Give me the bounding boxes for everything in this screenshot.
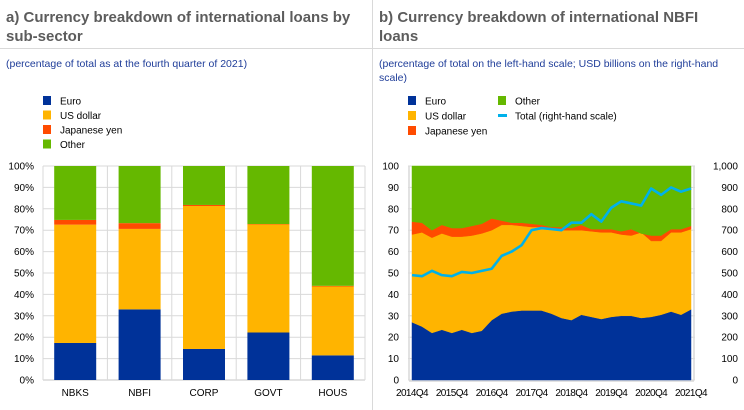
y-tick-label-right: 300 xyxy=(721,311,738,322)
x-tick-label: 2016Q4 xyxy=(476,388,509,399)
chart-a-plot: Euro US dollar Japanese yen Other 0% 10% 20% 30… xyxy=(8,96,366,399)
legend-swatch-euro xyxy=(408,96,416,105)
y-tick-label-left: 40 xyxy=(388,290,400,301)
bar-us_dollar-corp xyxy=(183,206,225,349)
legend-swatch-us_dollar xyxy=(43,110,51,120)
bar-other-nbks xyxy=(54,166,97,220)
y-tick-label: 10% xyxy=(14,354,34,365)
legend-swatch-euro xyxy=(43,96,51,105)
y-tick-label-right: 100 xyxy=(721,354,738,365)
y-tick-label: 50% xyxy=(14,269,34,280)
bar-euro-govt xyxy=(247,332,290,380)
x-tick-label: GOVT xyxy=(254,388,282,399)
y-tick-label-right: 0 xyxy=(732,376,738,387)
chart-b-plot: Euro US dollar Japanese yen Other Total (rig… xyxy=(382,96,738,399)
x-tick-label: 2020Q4 xyxy=(635,388,668,399)
x-tick-label: HOUS xyxy=(318,388,347,399)
x-tick-label: CORP xyxy=(190,388,219,399)
x-tick-label: NBFI xyxy=(128,388,151,399)
y-tick-label-right: 1,000 xyxy=(713,162,738,173)
bar-japanese_yen-corp xyxy=(183,204,225,207)
title-divider xyxy=(373,48,744,49)
bar-euro-nbks xyxy=(54,342,97,380)
bar-us_dollar-nbks xyxy=(54,224,97,343)
legend-swatch-other xyxy=(43,139,51,149)
bar-japanese_yen-nbfi xyxy=(118,223,161,229)
y-tick-label-right: 700 xyxy=(721,226,738,237)
y-tick-label-right: 800 xyxy=(721,204,738,215)
area-other xyxy=(411,165,692,236)
bar-euro-nbfi xyxy=(118,309,161,380)
y-tick-label-left: 30 xyxy=(388,311,400,322)
legend-label-us_dollar: US dollar xyxy=(425,112,467,123)
bar-other-hous xyxy=(311,166,354,286)
legend-label-japanese_yen: Japanese yen xyxy=(425,127,487,138)
legend-label-us_dollar: US dollar xyxy=(60,111,102,122)
chart-a-subtitle: (percentage of total as at the fourth qu… xyxy=(6,58,248,70)
bar-euro-hous xyxy=(311,355,354,380)
chart-a-title: a) Currency breakdown of international l… xyxy=(6,9,351,45)
y-tick-label-left: 80 xyxy=(388,204,400,215)
y-tick-label-left: 20 xyxy=(388,333,400,344)
x-tick-label: 2017Q4 xyxy=(516,388,549,399)
legend-swatch-total xyxy=(498,114,507,117)
bar-us_dollar-hous xyxy=(311,286,354,356)
x-tick-label: 2015Q4 xyxy=(436,388,469,399)
chart-b-title: b) Currency breakdown of international N… xyxy=(379,9,699,45)
y-tick-label-right: 200 xyxy=(721,333,738,344)
y-tick-label-left: 60 xyxy=(388,247,400,258)
y-tick-label-left: 100 xyxy=(382,162,399,173)
legend-label-other: Other xyxy=(515,97,541,108)
x-tick-label: 2014Q4 xyxy=(396,388,429,399)
y-tick-label-left: 90 xyxy=(388,183,400,194)
y-tick-label-left: 70 xyxy=(388,226,400,237)
y-tick-label: 100% xyxy=(8,162,34,173)
y-tick-label-left: 0 xyxy=(393,376,399,387)
y-tick-label: 0% xyxy=(20,376,35,387)
y-tick-label: 40% xyxy=(14,290,34,301)
panel-a: a) Currency breakdown of international l… xyxy=(0,9,372,399)
legend-label-euro: Euro xyxy=(425,97,447,108)
legend-swatch-japanese_yen xyxy=(408,126,416,135)
y-tick-label-right: 900 xyxy=(721,183,738,194)
x-tick-label: 2019Q4 xyxy=(595,388,628,399)
legend-swatch-us_dollar xyxy=(408,111,416,120)
bar-other-govt xyxy=(247,166,290,224)
legend-swatch-other xyxy=(498,96,506,105)
y-tick-label: 70% xyxy=(14,226,34,237)
bar-japanese_yen-nbks xyxy=(54,219,97,225)
y-tick-label: 80% xyxy=(14,204,34,215)
x-tick-label: 2021Q4 xyxy=(675,388,708,399)
legend-label-japanese_yen: Japanese yen xyxy=(60,126,122,137)
panel-b: b) Currency breakdown of international N… xyxy=(372,0,744,410)
y-tick-label-right: 600 xyxy=(721,247,738,258)
bar-us_dollar-govt xyxy=(247,224,290,333)
title-divider xyxy=(0,48,372,49)
legend-label-total: Total (right-hand scale) xyxy=(515,112,617,123)
y-tick-label-left: 50 xyxy=(388,269,400,280)
x-tick-label: 2018Q4 xyxy=(555,388,588,399)
legend-label-other: Other xyxy=(60,140,86,151)
y-tick-label: 30% xyxy=(14,311,34,322)
y-tick-label-right: 500 xyxy=(721,269,738,280)
legend-label-euro: Euro xyxy=(60,97,82,108)
bar-japanese_yen-hous xyxy=(311,285,354,287)
bar-euro-corp xyxy=(183,348,225,380)
y-tick-label-right: 400 xyxy=(721,290,738,301)
bar-other-nbfi xyxy=(118,166,161,224)
y-tick-label: 60% xyxy=(14,247,34,258)
x-tick-label: NBKS xyxy=(62,388,90,399)
chart-b-subtitle: (percentage of total on the left-hand sc… xyxy=(379,58,719,84)
legend-swatch-japanese_yen xyxy=(43,125,51,134)
y-tick-label: 90% xyxy=(14,183,34,194)
y-tick-label-left: 10 xyxy=(388,354,400,365)
y-tick-label: 20% xyxy=(14,333,34,344)
bar-other-corp xyxy=(183,166,225,205)
bar-us_dollar-nbfi xyxy=(118,228,161,310)
